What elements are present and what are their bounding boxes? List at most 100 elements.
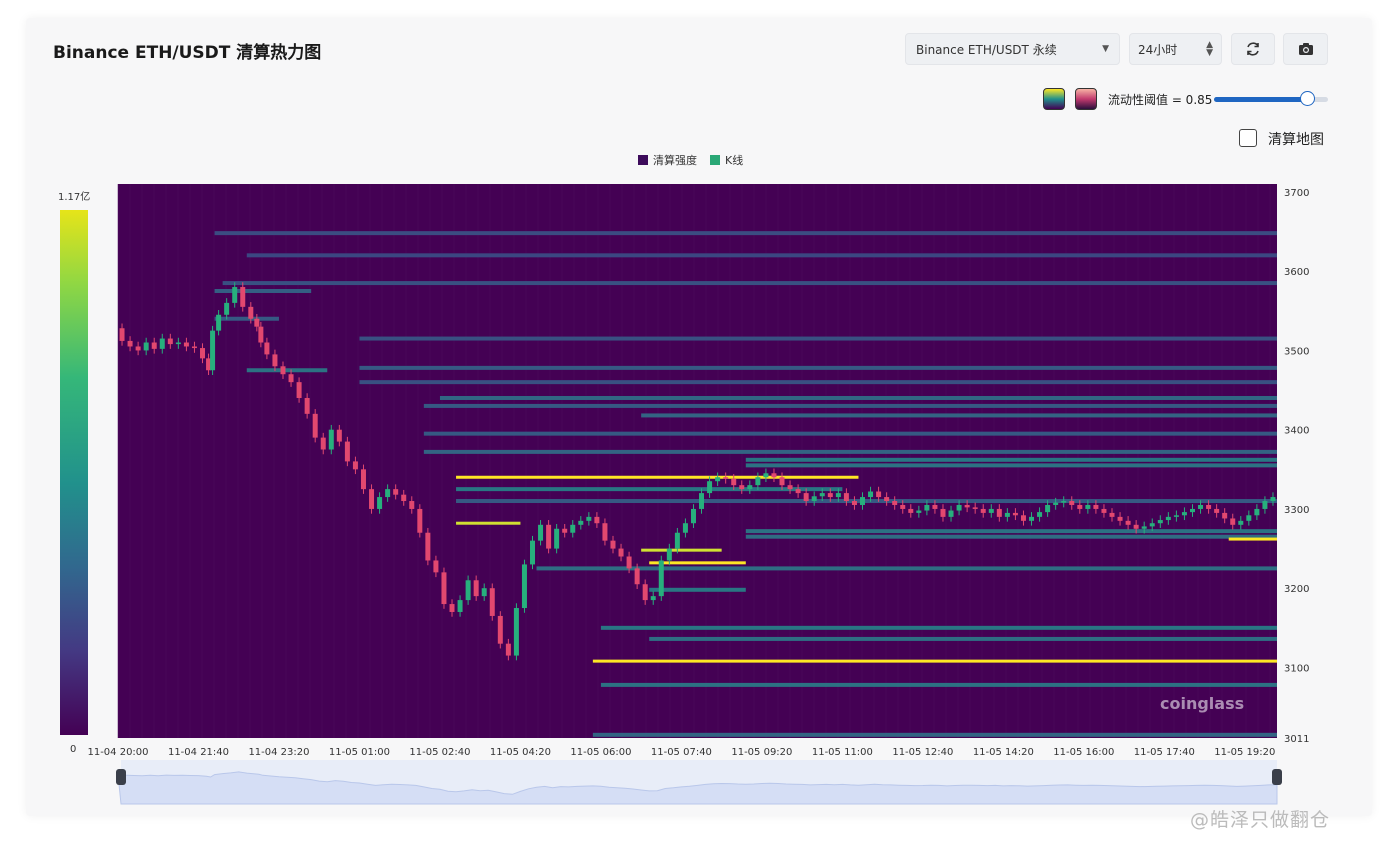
legend-label: K线	[725, 154, 744, 167]
candle-body	[272, 354, 278, 367]
candle-body	[1181, 512, 1187, 516]
liquidation-band	[641, 413, 1277, 418]
screenshot-button[interactable]	[1283, 33, 1328, 65]
navigator-series	[117, 771, 1278, 805]
candle-body	[200, 348, 206, 359]
candle-body	[948, 510, 954, 517]
candle-body	[618, 548, 624, 557]
candle-body	[763, 473, 769, 478]
threshold-slider-fill	[1214, 97, 1309, 102]
liquidation-band	[745, 457, 1277, 462]
candle-body	[296, 382, 302, 398]
candle-body	[538, 524, 544, 541]
candle-body	[626, 556, 632, 569]
candle-body	[690, 508, 696, 524]
candle-body	[1045, 504, 1051, 513]
candle-body	[369, 489, 375, 509]
candle-body	[1069, 501, 1075, 505]
x-tick-label: 11-05 02:40	[409, 747, 470, 758]
candle-body	[868, 491, 874, 498]
liquidation-band	[423, 403, 1277, 408]
candle-body	[1029, 516, 1035, 521]
candle-body	[771, 473, 777, 478]
liquidation-band	[423, 431, 1277, 436]
liquidation-band	[745, 463, 1277, 468]
legend-item-intensity[interactable]: 清算强度	[638, 152, 697, 168]
candle-body	[352, 461, 358, 470]
candle-body	[210, 330, 216, 371]
candle-body	[715, 477, 721, 482]
candle-body	[409, 501, 415, 509]
colorscheme-viridis-swatch[interactable]	[1043, 88, 1065, 110]
x-tick-label: 11-05 19:20	[1214, 747, 1275, 758]
refresh-button[interactable]	[1231, 33, 1275, 65]
candle-body	[505, 643, 511, 656]
y-tick-label: 3400	[1284, 426, 1309, 437]
liquidation-band	[600, 682, 1277, 687]
candle-body	[1222, 512, 1228, 519]
candle-body	[417, 508, 423, 533]
x-tick-label: 11-04 20:00	[87, 747, 148, 758]
candle-body	[1101, 508, 1107, 513]
watermark: @皓泽只做翻仓	[1190, 809, 1331, 831]
liq-map-checkbox[interactable]	[1239, 129, 1257, 147]
candle-body	[787, 485, 793, 490]
y-tick-label: 3011	[1284, 734, 1309, 745]
candle-body	[425, 532, 431, 561]
colorscheme-magma-swatch[interactable]	[1075, 88, 1097, 110]
candle-body	[481, 588, 487, 597]
candle-body	[344, 441, 350, 462]
page-title: Binance ETH/USDT 清算热力图	[53, 43, 322, 63]
candle-body	[360, 469, 366, 490]
x-tick-label: 11-04 21:40	[168, 747, 229, 758]
candle-body	[602, 523, 608, 541]
colorbar	[60, 210, 88, 735]
candle-body	[377, 497, 383, 509]
candle-body	[570, 524, 576, 533]
candle-body	[1214, 508, 1220, 513]
candle-body	[473, 580, 479, 597]
candle-body	[127, 340, 133, 347]
candle-body	[1141, 526, 1147, 529]
threshold-label: 流动性阈值 = 0.85	[1108, 93, 1213, 107]
navigator-handle-right	[1272, 769, 1282, 785]
candle-body	[264, 342, 270, 355]
x-tick-label: 11-05 11:00	[812, 747, 873, 758]
candle-body	[336, 429, 342, 442]
navigator-handle-left	[116, 769, 126, 785]
liquidation-band	[649, 587, 746, 592]
candle-body	[1020, 515, 1026, 521]
liquidation-band	[359, 365, 1277, 370]
legend-item-kline[interactable]: K线	[710, 152, 743, 168]
market-select[interactable]: Binance ETH/USDT 永续 ▼	[905, 33, 1120, 65]
candle-body	[835, 493, 841, 498]
candle-body	[433, 560, 439, 573]
liquidation-band	[456, 521, 521, 525]
liquidation-band	[1228, 537, 1277, 541]
candle-body	[312, 413, 318, 438]
candle-body	[1149, 523, 1155, 527]
range-select[interactable]: 24小时 ▲ ▼	[1129, 33, 1222, 65]
candle-body	[666, 548, 672, 561]
candle-body	[151, 342, 157, 349]
candle-body	[1189, 508, 1195, 513]
candle-body	[650, 596, 656, 601]
candle-body	[1246, 515, 1252, 521]
candle-body	[1037, 512, 1043, 517]
threshold-slider-knob[interactable]	[1300, 91, 1315, 106]
candle-body	[254, 318, 260, 327]
candle-body	[1262, 501, 1268, 509]
candle-body	[699, 493, 705, 509]
liquidation-band	[456, 475, 859, 479]
liquidation-band	[222, 281, 1277, 286]
candle-body	[554, 528, 560, 549]
candle-body	[1012, 512, 1018, 516]
y-tick-label: 3300	[1284, 505, 1309, 516]
candle-body	[1238, 520, 1244, 525]
candle-body	[642, 584, 648, 601]
candle-body	[546, 524, 552, 549]
candle-body	[723, 477, 729, 479]
candle-body	[513, 608, 519, 656]
candle-body	[811, 496, 817, 502]
